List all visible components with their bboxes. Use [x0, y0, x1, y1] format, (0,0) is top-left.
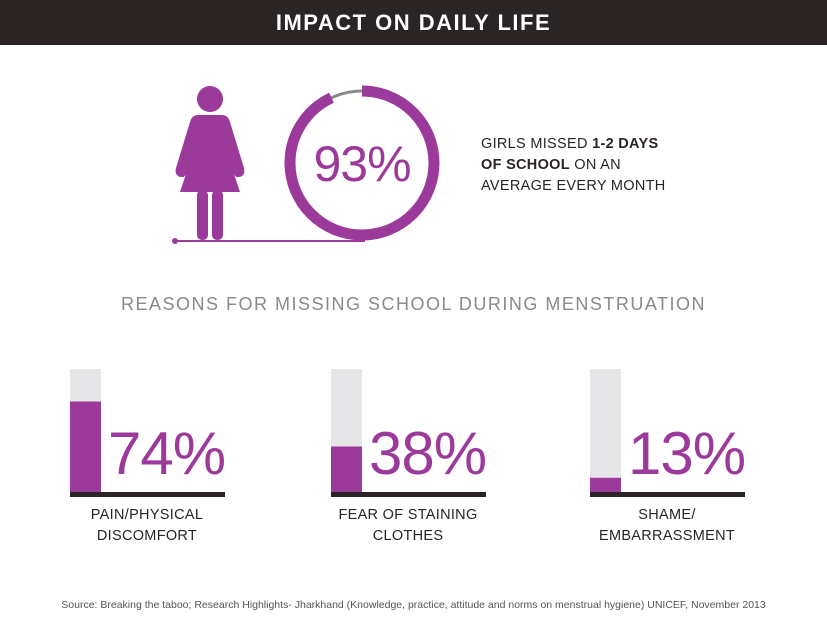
bar-category-label-line: PAIN/PHYSICAL	[90, 507, 204, 523]
stat-text-bold-days: 1-2 DAYS	[592, 136, 659, 152]
page-title: IMPACT ON DAILY LIFE	[0, 0, 827, 45]
bar-category-label: FEAR OF STAINING CLOTHES	[308, 505, 508, 547]
stat-text-line3: AVERAGE EVERY MONTH	[481, 178, 666, 194]
bar-baseline	[590, 492, 745, 497]
reasons-bar-chart: 74% 38% 13%	[70, 369, 746, 497]
bar-value-label: 13%	[628, 420, 745, 487]
source-note: Source: Breaking the taboo; Research Hig…	[61, 599, 766, 611]
bar-value-label: 74%	[108, 420, 225, 487]
bar-category-label-line: FEAR OF STAINING	[338, 507, 478, 523]
bar-value	[70, 401, 101, 494]
bar-baseline	[331, 492, 486, 497]
bar-category-label-line: DISCOMFORT	[96, 528, 198, 544]
ring-percent-label: 93%	[313, 136, 410, 192]
reasons-heading: REASONS FOR MISSING SCHOOL DURING MENSTR…	[120, 294, 707, 314]
bar-category-label: SHAME/EMBARRASSMENT	[567, 505, 767, 547]
bar-category-label: PAIN/PHYSICAL DISCOMFORT	[47, 505, 247, 547]
baseline-dot	[172, 238, 178, 244]
stat-text-pre: GIRLS MISSED	[481, 136, 593, 152]
girl-attendance-figure: 93%	[172, 85, 440, 244]
bar-value	[331, 446, 362, 494]
bar-category-label-line: SHAME/	[638, 507, 696, 523]
stat-description: GIRLS MISSED 1-2 DAYS OF SCHOOL ON AN AV…	[481, 134, 701, 197]
bar-value	[590, 477, 621, 494]
stat-text-post: ON AN	[569, 157, 621, 173]
bar-track	[590, 369, 621, 494]
bar-value-label: 38%	[369, 420, 486, 487]
bar-baseline	[70, 492, 225, 497]
bar-category-label-line: CLOTHES	[372, 528, 444, 544]
stat-text-bold-school: OF SCHOOL	[481, 157, 570, 173]
girl-icon	[175, 86, 245, 240]
ring-progress	[284, 85, 440, 241]
bar-category-label-line: EMBARRASSMENT	[598, 528, 736, 544]
